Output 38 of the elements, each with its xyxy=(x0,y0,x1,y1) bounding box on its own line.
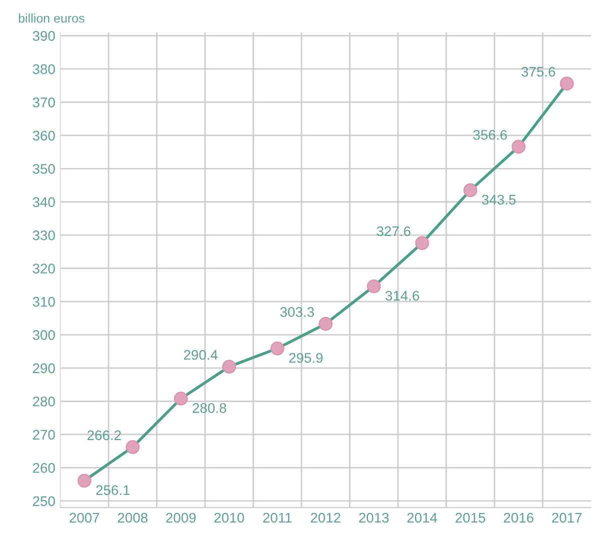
y-tick-label: 390 xyxy=(32,31,55,41)
y-tick-label: 290 xyxy=(32,363,55,374)
data-label: 295.9 xyxy=(289,352,323,363)
y-tick-label: 300 xyxy=(32,330,55,340)
x-tick-label: 2016 xyxy=(504,512,534,523)
data-label: 356.6 xyxy=(473,130,507,140)
x-tick-label: 2010 xyxy=(214,512,244,523)
y-tick-label: 250 xyxy=(32,496,55,506)
y-tick-label: 360 xyxy=(32,130,55,141)
x-tick-label: 2011 xyxy=(263,512,292,523)
x-tick-label: 2015 xyxy=(456,512,486,523)
x-tick-label: 2012 xyxy=(310,512,340,523)
y-tick-label: 350 xyxy=(32,164,55,174)
data-label: 290.4 xyxy=(184,350,218,360)
y-tick-label: 330 xyxy=(32,230,55,240)
y-tick-label: 270 xyxy=(32,430,55,440)
x-tick-label: 2013 xyxy=(359,512,389,523)
y-axis-title: billion euros xyxy=(18,14,84,23)
data-label: 266.2 xyxy=(87,430,121,440)
y-tick-label: 260 xyxy=(32,463,55,473)
data-label: 256.1 xyxy=(96,485,130,496)
data-label: 343.5 xyxy=(482,194,516,205)
data-label: 375.6 xyxy=(521,66,556,77)
x-tick-label: 2008 xyxy=(118,512,148,523)
y-tick-label: 280 xyxy=(32,396,55,406)
y-tick-label: 380 xyxy=(32,64,55,74)
x-tick-label: 2017 xyxy=(552,512,582,523)
x-tick-label: 2009 xyxy=(166,512,196,523)
y-tick-label: 370 xyxy=(32,98,55,108)
data-label: 280.8 xyxy=(192,403,226,413)
data-label: 327.6 xyxy=(376,226,410,236)
y-tick-label: 340 xyxy=(32,197,55,208)
data-label: 314.6 xyxy=(386,290,420,301)
x-tick-label: 2007 xyxy=(70,512,100,523)
y-tick-label: 320 xyxy=(32,264,55,274)
x-tick-label: 2014 xyxy=(407,512,438,523)
y-tick-label: 310 xyxy=(32,296,55,307)
data-label: 303.3 xyxy=(280,307,314,317)
